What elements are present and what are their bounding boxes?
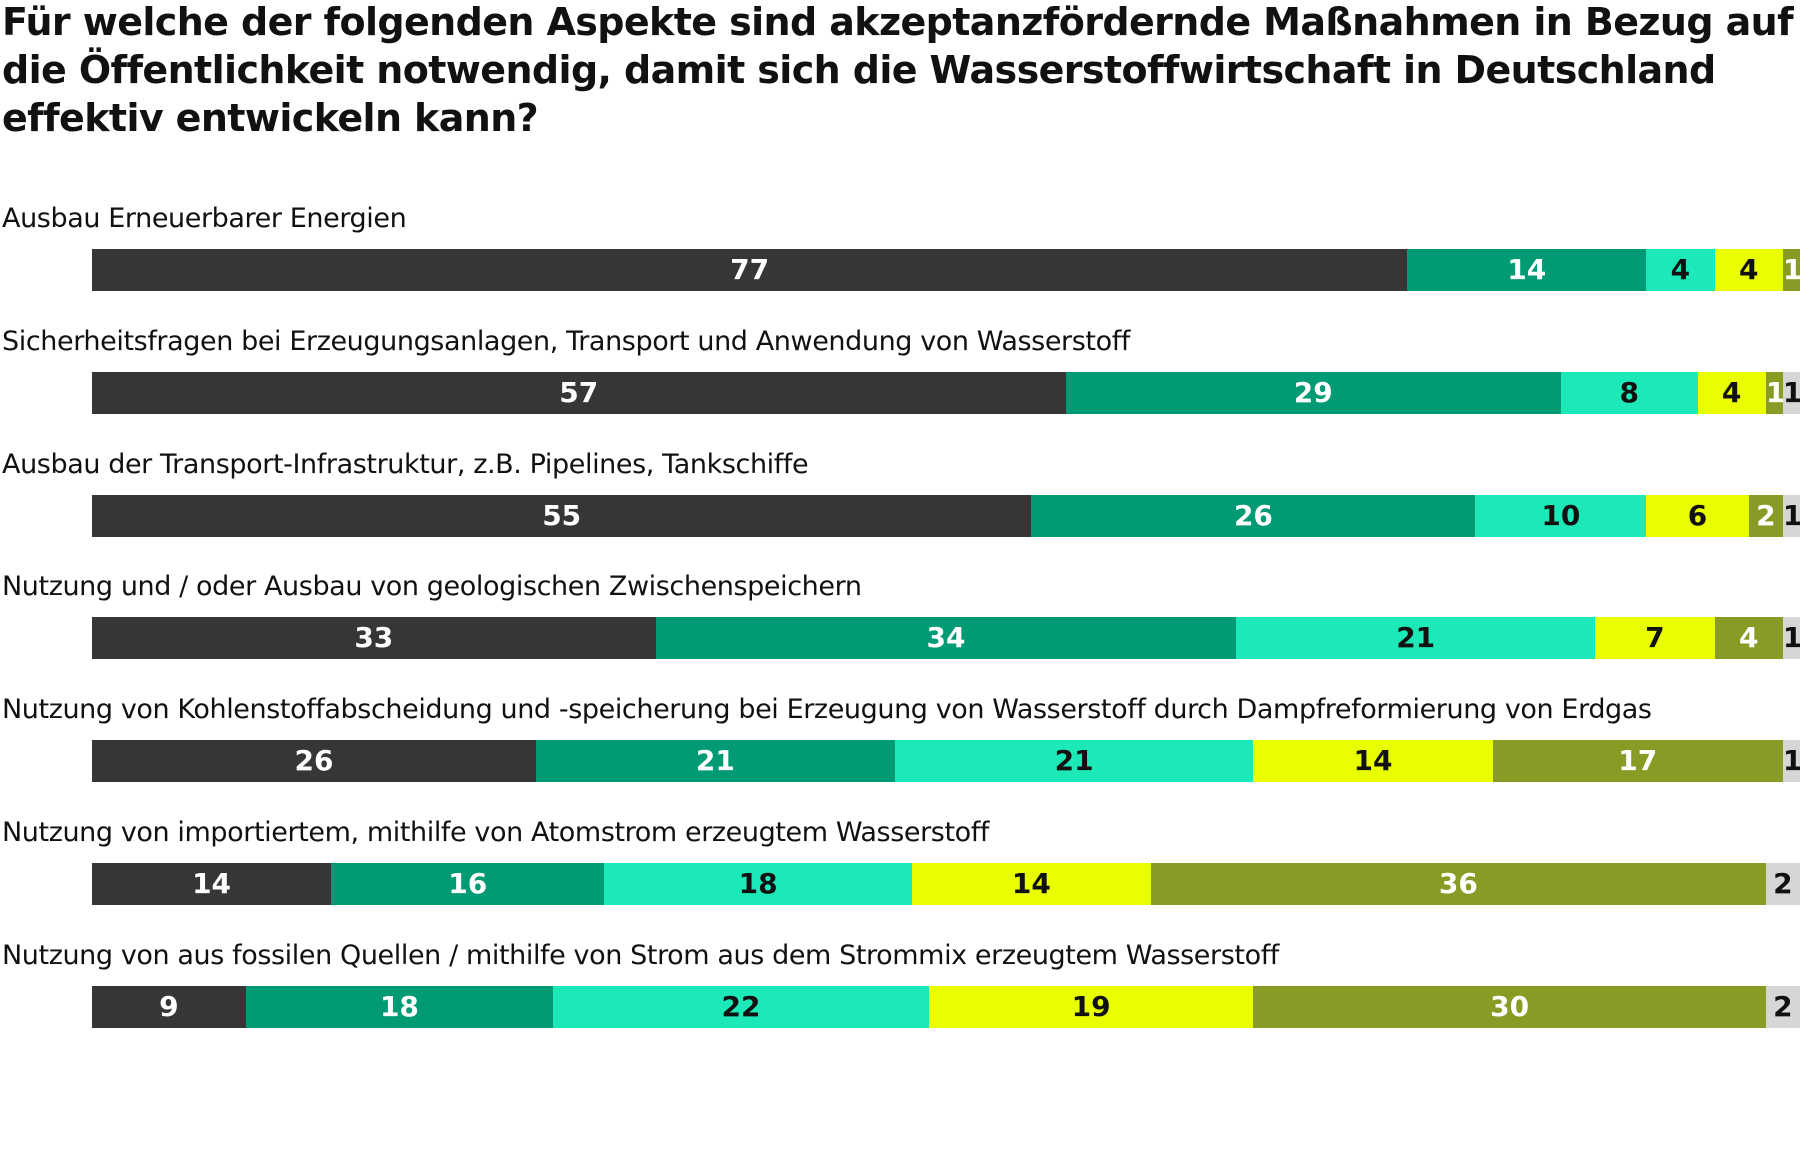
chart-title-line: die Öffentlichkeit notwendig, damit sich…: [2, 48, 1716, 92]
data-label: 55: [542, 498, 582, 532]
bar-segment: [1646, 249, 1715, 291]
bar-segment: [1475, 494, 1647, 537]
bar-segment: [894, 740, 1254, 783]
bar-segment: [1492, 740, 1783, 783]
data-label: 16: [448, 867, 488, 900]
data-label: 1: [1782, 253, 1800, 286]
chart-title-line: Für welche der folgenden Aspekte sind ak…: [2, 0, 1794, 44]
bar-segment: [1646, 494, 1749, 537]
data-label: 4: [1739, 621, 1759, 655]
bar-segment: [1697, 371, 1766, 414]
data-label: 6: [1687, 498, 1708, 532]
data-label: 8: [1619, 375, 1639, 409]
data-label: 77: [730, 253, 770, 286]
data-label: 1: [1782, 621, 1800, 655]
row-label: Ausbau der Transport-Infrastruktur, z.B.…: [2, 448, 809, 480]
row-label: Nutzung und / oder Ausbau von geologisch…: [2, 571, 862, 603]
bar-segment: [1714, 249, 1783, 291]
bar-segment: [604, 863, 912, 905]
bar-segment: [92, 863, 332, 905]
bar-segment: [655, 617, 1237, 660]
data-label: 22: [721, 989, 761, 1023]
data-label: 14: [1353, 744, 1393, 778]
bar-segment: [1765, 985, 1800, 1028]
bar-segment: [245, 985, 554, 1028]
data-label: 17: [1618, 744, 1658, 778]
bar-segment: [92, 740, 537, 783]
bar-segment: [92, 371, 1066, 414]
data-label: 9: [159, 989, 179, 1023]
data-label: 2: [1756, 498, 1776, 532]
data-label: 2: [1773, 867, 1793, 900]
bar-segment: [553, 985, 929, 1028]
data-label: 57: [559, 375, 599, 409]
bar-segment: [1065, 371, 1561, 414]
data-label: 14: [192, 867, 232, 900]
bar-segment: [1714, 617, 1783, 660]
bar-segment: [92, 617, 656, 660]
data-label: 7: [1645, 621, 1665, 655]
bar-segment: [1150, 863, 1766, 905]
bar-segment: [1236, 617, 1596, 660]
bar-segment: [1407, 249, 1647, 291]
bar-segment: [1765, 863, 1800, 905]
data-label: 33: [354, 621, 394, 655]
bar-segment: [92, 494, 1032, 537]
bar-segment: [1560, 371, 1698, 414]
row-label: Ausbau Erneuerbarer Energien: [2, 203, 407, 234]
bar-segment: [1782, 494, 1800, 537]
data-label: 21: [1396, 621, 1436, 655]
bar-segment: [1782, 740, 1800, 783]
data-label: 1: [1782, 498, 1800, 532]
bar-segment: [1031, 494, 1476, 537]
bar-segment: [92, 985, 246, 1028]
bar-segment: [1595, 617, 1715, 660]
row-label: Sicherheitsfragen bei Erzeugungsanlagen,…: [2, 325, 1130, 357]
data-label: 4: [1739, 253, 1759, 286]
data-label: 1: [1765, 375, 1786, 409]
data-label: 21: [1054, 744, 1094, 778]
data-label: 34: [926, 621, 966, 655]
data-label: 26: [294, 744, 334, 778]
bar-segment: [1765, 371, 1783, 414]
data-label: 29: [1293, 375, 1333, 409]
bar-segment: [1253, 985, 1766, 1028]
data-label: 26: [1233, 498, 1273, 532]
data-label: 1: [1782, 375, 1800, 409]
data-label: 4: [1721, 375, 1742, 409]
bar-segment: [928, 985, 1254, 1028]
data-label: 2: [1773, 989, 1793, 1023]
data-label: 18: [379, 989, 419, 1023]
row-label: Nutzung von aus fossilen Quellen / mithi…: [2, 939, 1279, 971]
bar-segment: [1782, 617, 1800, 660]
data-label: 30: [1490, 989, 1530, 1023]
bar-segment: [331, 863, 605, 905]
bar-segment: [92, 249, 1408, 291]
row-label: Nutzung von importiertem, mithilfe von A…: [2, 817, 989, 848]
data-label: 19: [1071, 989, 1111, 1023]
bar-segment: [1748, 494, 1783, 537]
data-label: 1: [1782, 744, 1800, 778]
data-label: 4: [1670, 253, 1691, 286]
data-label: 14: [1507, 253, 1547, 286]
bar-segment: [1782, 371, 1800, 414]
bar-segment: [1253, 740, 1493, 783]
row-label: Nutzung von Kohlenstoffabscheidung und -…: [2, 694, 1652, 726]
bar-segment: [536, 740, 895, 783]
chart-title-line: effektiv entwickeln kann?: [2, 96, 539, 140]
data-label: 14: [1011, 867, 1051, 900]
data-label: 21: [695, 744, 735, 778]
data-label: 18: [738, 867, 778, 900]
data-label: 10: [1541, 498, 1581, 532]
bar-segment: [911, 863, 1151, 905]
bar-segment: [1782, 249, 1800, 291]
data-label: 36: [1438, 867, 1478, 900]
